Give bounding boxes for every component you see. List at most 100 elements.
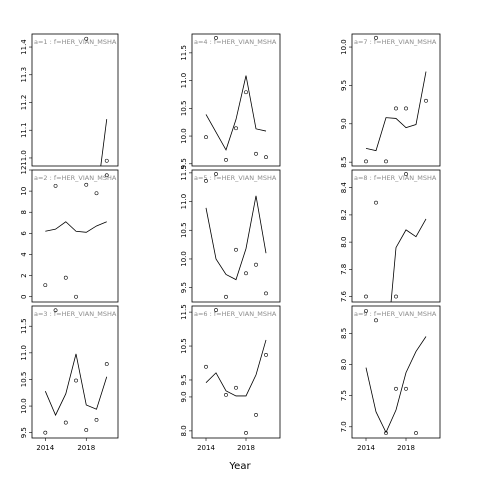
data-point <box>104 158 109 163</box>
trend-line <box>45 221 107 233</box>
data-point <box>404 172 408 176</box>
y-tick-label: 8.5 <box>340 157 348 168</box>
data-point <box>84 428 89 432</box>
y-tick-label: 10.5 <box>20 372 28 388</box>
panel-frame <box>351 169 441 303</box>
panel-plot: a=2 : f=HER_VIAN_MSHA <box>34 173 117 299</box>
y-tick-label: 11.0 <box>20 345 28 361</box>
data-point <box>404 386 408 391</box>
y-tick-label: 11.0 <box>20 150 28 166</box>
y-tick-label: 11.1 <box>20 122 28 138</box>
data-point <box>74 294 78 299</box>
x-tick-label: 2014 <box>36 444 54 452</box>
data-point <box>264 155 268 160</box>
data-point <box>254 413 258 417</box>
data-point <box>234 126 238 131</box>
y-tick-label: 9.0 <box>340 118 348 129</box>
x-tick-label: 2014 <box>197 444 215 452</box>
x-tick-label: 2018 <box>397 444 415 452</box>
y-tick-label: 9.5 <box>340 80 348 91</box>
panel: a=6 : f=HER_VIAN_MSHA 8.0 9.0 9.5 10.5 11.5 20… <box>180 304 281 452</box>
y-tick-label: 11.0 <box>180 194 188 210</box>
data-point <box>53 308 58 313</box>
x-tick-label: 2014 <box>357 444 375 452</box>
y-tick-label: 8.4 <box>340 182 348 194</box>
data-point <box>374 318 378 323</box>
panel-title: a=4 : f=HER_VIAN_MSHA <box>194 38 277 46</box>
data-point <box>104 173 109 178</box>
panel-frame <box>351 33 441 167</box>
y-tick-label: 8.0 <box>180 425 188 436</box>
panel-frame <box>31 305 119 439</box>
data-point <box>53 183 58 188</box>
y-tick-label: 7.0 <box>340 421 348 432</box>
panel-frame <box>31 33 119 167</box>
panel-title: a=8 : f=HER_VIAN_MSHA <box>354 174 437 182</box>
data-point <box>414 431 418 435</box>
data-point <box>374 200 378 205</box>
data-point <box>214 172 218 176</box>
panel-frame <box>191 33 281 167</box>
data-point <box>94 191 99 196</box>
panel-title: a=9 : f=HER_VIAN_MSHA <box>354 310 437 318</box>
y-tick-label: 2 <box>20 273 28 277</box>
y-tick-label: 10.5 <box>180 338 188 354</box>
trend-line <box>365 71 427 152</box>
panel: a=5 : f=HER_VIAN_MSHA 9.5 10.0 10.5 11.0 11.5 <box>180 165 281 303</box>
data-point <box>234 247 238 252</box>
panel-frame <box>191 305 281 439</box>
trend-line <box>205 195 267 281</box>
panel: a=9 : f=HER_VIAN_MSHA 7.0 7.5 8.0 8.5 2014 201… <box>340 305 441 452</box>
panel: a=1 : f=HER_VIAN_MSHA 11.0 11.1 11.2 11.3 11.… <box>20 33 119 167</box>
y-tick-label: 9.5 <box>20 427 28 438</box>
data-point <box>364 309 368 313</box>
y-tick-label: 11.4 <box>20 39 28 55</box>
data-point <box>264 291 268 296</box>
data-point <box>43 430 48 435</box>
data-point <box>424 98 428 103</box>
data-point <box>204 179 208 183</box>
y-tick-label: 7.6 <box>340 290 348 302</box>
data-point <box>394 294 398 299</box>
data-point <box>384 431 388 435</box>
data-point <box>204 135 208 140</box>
trend-line <box>205 339 267 397</box>
panel-frame <box>31 169 119 303</box>
data-point <box>264 352 268 357</box>
y-tick-label: 11.3 <box>20 67 28 83</box>
panel-frame <box>351 305 441 439</box>
x-tick-label: 2018 <box>237 444 255 452</box>
y-tick-label: 8.5 <box>340 328 348 339</box>
panel-title: a=5 : f=HER_VIAN_MSHA <box>194 174 277 182</box>
panel-frame <box>191 169 281 303</box>
y-tick-label: 9.5 <box>180 374 188 385</box>
y-tick-label: 10.5 <box>180 222 188 238</box>
y-tick-label: 10.0 <box>20 398 28 414</box>
data-point <box>254 151 258 156</box>
panel-title: a=2 : f=HER_VIAN_MSHA <box>34 174 117 182</box>
y-tick-label: 4 <box>20 252 28 257</box>
data-point <box>94 418 99 422</box>
panel: a=2 : f=HER_VIAN_MSHA 0 2 4 6 8 10 12 <box>20 166 119 303</box>
y-tick-label: 10.0 <box>180 128 188 144</box>
data-point <box>374 35 378 40</box>
y-tick-label: 11.0 <box>180 73 188 89</box>
data-point <box>224 157 228 162</box>
data-point <box>244 431 248 435</box>
y-tick-label: 7.8 <box>340 264 348 275</box>
data-point <box>74 378 78 383</box>
y-tick-label: 10.5 <box>180 101 188 117</box>
y-tick-label: 8.2 <box>340 209 348 220</box>
y-tick-label: 9.5 <box>180 282 188 293</box>
data-point <box>43 283 48 288</box>
panel-plot: a=9 : f=HER_VIAN_MSHA <box>354 309 437 435</box>
data-point <box>84 182 89 187</box>
y-tick-label: 9.5 <box>180 158 188 169</box>
y-tick-label: 12 <box>20 166 28 175</box>
data-point <box>84 36 89 41</box>
x-axis-label: Year <box>228 461 251 472</box>
panel-plot: a=1 : f=HER_VIAN_MSHA <box>34 36 117 166</box>
data-point <box>234 385 238 390</box>
panel-plot: a=6 : f=HER_VIAN_MSHA <box>194 308 277 435</box>
data-point <box>63 420 68 425</box>
